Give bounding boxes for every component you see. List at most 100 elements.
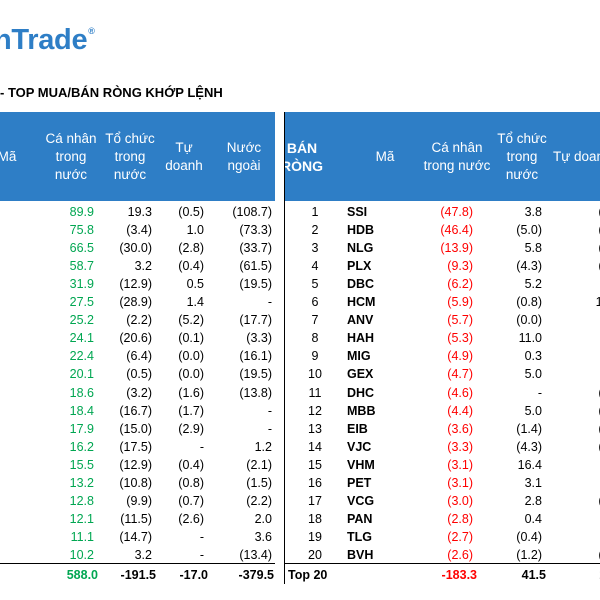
left-cell-nuoc-ngoai: (2.2): [246, 493, 272, 508]
right-table-row: 14 VJC (3.3) (4.3) (0.: [285, 438, 600, 456]
left-total-nuoc-ngoai: -379.5: [238, 568, 274, 582]
left-cell-to-chuc: (12.9): [119, 277, 152, 292]
right-cell-ma: MIG: [347, 349, 371, 364]
left-cell-nuoc-ngoai: (19.5): [239, 277, 272, 292]
right-cell-ma: VCG: [347, 493, 375, 508]
right-cell-to-chuc: 0.3: [524, 349, 542, 364]
right-total-to-chuc: 41.5: [521, 568, 546, 582]
left-cell-ca-nhan: 15.5: [69, 457, 94, 472]
left-cell-to-chuc: 3.2: [134, 547, 152, 562]
left-cell-tu-doanh: (2.9): [178, 421, 204, 436]
right-cell-ma: HDB: [347, 223, 375, 238]
left-table-row: 31.9 (12.9) 0.5 (19.5): [0, 275, 280, 293]
right-cell-tu-doanh: 10.: [595, 295, 600, 310]
left-table-row: 24.1 (20.6) (0.1) (3.3): [0, 329, 280, 347]
right-table-row: 3 NLG (13.9) 5.8 (0.: [285, 239, 600, 257]
left-cell-ca-nhan: 16.2: [69, 439, 94, 454]
left-table-row: 22.4 (6.4) (0.0) (16.1): [0, 347, 280, 365]
right-cell-tu-doanh: (0.: [573, 402, 600, 420]
right-cell-ca-nhan: (5.3): [447, 331, 473, 346]
right-cell-tu-doanh: (0.: [573, 257, 600, 275]
right-cell-rank: 9: [311, 349, 319, 364]
right-header-ca-nhan: Cá nhân trong nước: [423, 139, 491, 173]
left-table-row: 18.6 (3.2) (1.6) (13.8): [0, 384, 280, 402]
left-cell-to-chuc: (10.8): [119, 475, 152, 490]
left-cell-nuoc-ngoai: (33.7): [239, 241, 272, 256]
right-cell-rank: 14: [308, 439, 322, 454]
right-cell-rank: 11: [308, 385, 322, 400]
right-cell-to-chuc: (4.3): [516, 259, 542, 274]
right-cell-ca-nhan: (4.6): [447, 385, 473, 400]
right-cell-ma: BVH: [347, 547, 374, 562]
left-cell-nuoc-ngoai: -: [267, 295, 272, 310]
right-cell-to-chuc: 3.1: [524, 475, 542, 490]
right-cell-ma: HAH: [347, 331, 375, 346]
right-cell-ca-nhan: (6.2): [447, 277, 473, 292]
left-cell-to-chuc: (17.5): [119, 439, 152, 454]
right-cell-to-chuc: 5.2: [524, 277, 542, 292]
left-cell-tu-doanh: 1.4: [186, 295, 204, 310]
right-cell-ca-nhan: (3.0): [447, 493, 473, 508]
left-cell-ca-nhan: 20.1: [69, 367, 94, 382]
right-total-label: Top 20: [288, 568, 328, 582]
right-total-tu-doanh: 15: [573, 566, 600, 584]
left-cell-tu-doanh: 1.0: [186, 223, 204, 238]
left-cell-to-chuc: 3.2: [134, 259, 152, 274]
left-total-tu-doanh: -17.0: [179, 568, 209, 582]
left-table-row: 27.5 (28.9) 1.4 -: [0, 293, 280, 311]
right-cell-to-chuc: (0.8): [516, 295, 542, 310]
left-cell-tu-doanh: (0.5): [178, 205, 204, 219]
left-cell-nuoc-ngoai: (73.3): [239, 223, 272, 238]
left-cell-to-chuc: (14.7): [119, 529, 152, 544]
right-cell-to-chuc: 5.0: [524, 367, 542, 382]
right-table-row: 4 PLX (9.3) (4.3) (0.: [285, 257, 600, 275]
right-cell-tu-doanh: -: [573, 528, 600, 546]
right-header-ma: Mã: [375, 148, 395, 164]
right-cell-rank: 4: [311, 259, 319, 274]
left-cell-tu-doanh: (0.7): [178, 493, 204, 508]
right-cell-ma: VHM: [347, 457, 375, 472]
right-cell-tu-doanh: (0.: [573, 438, 600, 456]
left-cell-ca-nhan: 12.1: [69, 511, 94, 526]
left-cell-tu-doanh: (5.2): [178, 313, 204, 328]
right-cell-ca-nhan: (46.4): [440, 223, 473, 238]
right-cell-ma: NLG: [347, 241, 374, 256]
right-cell-ca-nhan: (3.1): [447, 475, 473, 490]
right-cell-to-chuc: (1.2): [516, 547, 542, 562]
right-cell-ca-nhan: (5.9): [447, 295, 473, 310]
right-cell-to-chuc: (0.0): [516, 313, 542, 328]
left-table-row: 25.2 (2.2) (5.2) (17.7): [0, 311, 280, 329]
left-cell-tu-doanh: (0.8): [178, 475, 204, 490]
left-total-row: 588.0 -191.5 -17.0 -379.5: [0, 566, 280, 584]
right-cell-rank: 8: [311, 331, 319, 346]
right-cell-tu-doanh: -: [573, 365, 600, 383]
right-cell-ma: PLX: [347, 259, 372, 274]
right-cell-ca-nhan: (47.8): [440, 205, 473, 219]
right-cell-rank: 2: [311, 223, 319, 238]
left-cell-nuoc-ngoai: (17.7): [239, 313, 272, 328]
right-cell-ma: VJC: [347, 439, 372, 454]
left-cell-ca-nhan: 10.2: [69, 547, 94, 562]
right-cell-rank: 13: [308, 421, 322, 436]
right-cell-to-chuc: (5.0): [516, 223, 542, 238]
left-table-row: 66.5 (30.0) (2.8) (33.7): [0, 239, 280, 257]
left-cell-ca-nhan: 75.8: [69, 223, 94, 238]
right-cell-to-chuc: -: [537, 385, 542, 400]
right-cell-ca-nhan: (2.7): [447, 529, 473, 544]
right-cell-ca-nhan: (4.9): [447, 349, 473, 364]
right-table-row: 16 PET (3.1) 3.1 -: [285, 474, 600, 492]
left-cell-tu-doanh: (2.6): [178, 511, 204, 526]
right-total-ca-nhan: -183.3: [441, 568, 477, 582]
right-cell-tu-doanh: (0.: [573, 221, 600, 239]
left-cell-nuoc-ngoai: 2.0: [254, 511, 272, 526]
right-cell-tu-doanh: -: [573, 474, 600, 492]
right-cell-ca-nhan: (13.9): [440, 241, 473, 256]
right-cell-ca-nhan: (3.3): [447, 439, 473, 454]
left-total-to-chuc: -191.5: [120, 568, 156, 582]
right-cell-tu-doanh: (0.: [573, 492, 600, 510]
right-header-to-chuc: Tổ chức trong nước: [497, 130, 547, 182]
right-cell-ca-nhan: (2.6): [447, 547, 473, 562]
left-cell-to-chuc: (16.7): [119, 403, 152, 418]
left-cell-nuoc-ngoai: (13.4): [239, 547, 272, 562]
left-cell-nuoc-ngoai: 3.6: [254, 529, 272, 544]
